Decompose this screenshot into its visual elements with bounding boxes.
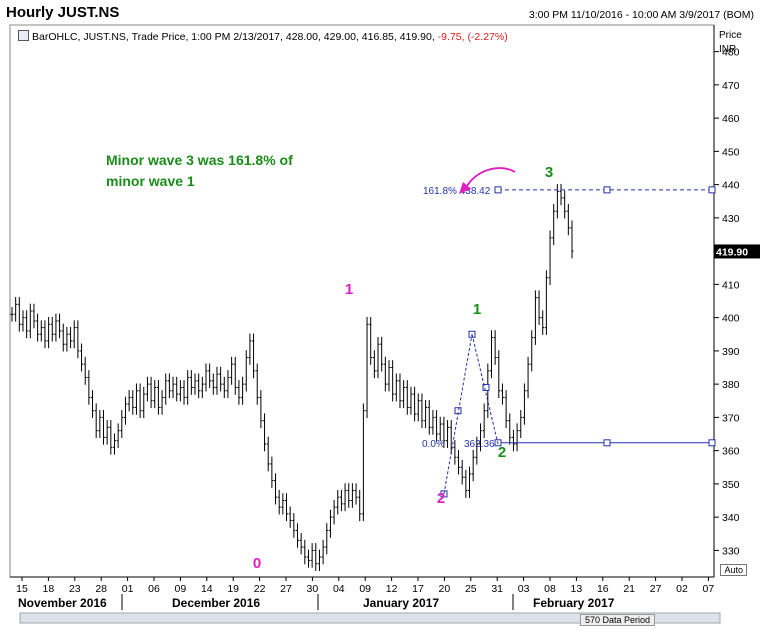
price-tick-label: 390 — [722, 346, 740, 358]
chart-title: Hourly JUST.NS — [6, 4, 120, 21]
price-axis: 480 470 460 450 440 430 410 400 390 380 370 360 350 3… — [714, 30, 760, 557]
month-label-jan: January 2017 — [363, 596, 440, 610]
data-period-label: 570 Data Period — [580, 614, 656, 626]
fib-handle — [708, 186, 716, 194]
price-tick-label: 330 — [722, 545, 740, 557]
status-text: BarOHLC, JUST.NS, Trade Price, 1:00 PM 2… — [32, 31, 435, 43]
annotation-line-2: minor wave 1 — [106, 173, 195, 189]
price-tick-label: 360 — [722, 446, 740, 458]
fib-leg-2 — [471, 334, 499, 445]
price-tick-label: 470 — [722, 80, 740, 92]
annotation-text: Minor wave 3 was 161.8% of minor wave 1 — [106, 150, 293, 192]
time-tick-label: 28 — [95, 583, 107, 595]
time-tick-label: 17 — [412, 583, 424, 595]
time-tick-label: 09 — [359, 583, 371, 595]
fib-handle — [494, 186, 502, 194]
month-label-feb: February 2017 — [533, 596, 615, 610]
price-axis-title: Price — [719, 30, 742, 41]
fib-handle — [482, 383, 490, 391]
time-tick-label: 22 — [254, 583, 266, 595]
time-tick-label: 21 — [623, 583, 635, 595]
fib-handle — [708, 439, 716, 447]
time-tick-label: 14 — [201, 583, 213, 595]
wave-labels: 0 1 2 1 2 3 — [253, 164, 553, 572]
fib-upper-label: 161.8% 438.42 — [423, 186, 491, 197]
price-axis-unit: INR — [719, 44, 736, 55]
status-bar: BarOHLC, JUST.NS, Trade Price, 1:00 PM 2… — [18, 30, 508, 43]
time-tick-label: 30 — [307, 583, 319, 595]
scrollbar — [19, 612, 721, 624]
price-tick-label: 380 — [722, 379, 740, 391]
price-tick-label: 430 — [722, 213, 740, 225]
time-tick-label: 18 — [43, 583, 55, 595]
price-tick-label: 440 — [722, 180, 740, 192]
wave-label-1-primary: 1 — [345, 281, 353, 298]
chart-frame — [9, 24, 715, 578]
wave-label-1-minor: 1 — [473, 301, 481, 318]
date-range: 3:00 PM 11/10/2016 - 10:00 AM 3/9/2017 (… — [528, 9, 754, 21]
time-tick-label: 04 — [333, 583, 345, 595]
price-tick-label: 410 — [722, 279, 740, 291]
price-tick-label: 370 — [722, 412, 740, 424]
time-tick-label: 12 — [386, 583, 398, 595]
month-label-nov: November 2016 — [18, 596, 107, 610]
price-tick-label: 460 — [722, 113, 740, 125]
auto-scale-button[interactable]: Auto — [720, 564, 747, 576]
price-tick-label: 350 — [722, 479, 740, 491]
time-tick-label: 19 — [227, 583, 239, 595]
wave-label-2-primary: 2 — [437, 490, 445, 507]
ohlc-bars — [10, 183, 574, 572]
price-tick-label: 340 — [722, 512, 740, 524]
time-tick-label: 01 — [122, 583, 134, 595]
time-tick-label: 03 — [518, 583, 530, 595]
month-label-dec: December 2016 — [172, 596, 261, 610]
wave-label-0: 0 — [253, 555, 261, 572]
time-tick-label: 06 — [148, 583, 160, 595]
time-axis: 15 18 23 28 01 06 09 14 19 22 27 30 04 09 12 17 20 25 31 03… — [10, 576, 721, 624]
annotation-line-1: Minor wave 3 was 161.8% of — [106, 152, 293, 168]
time-tick-label: 31 — [491, 583, 503, 595]
status-change: -9.75, (-2.27%) — [437, 31, 508, 43]
wave-label-3-minor: 3 — [545, 164, 553, 181]
time-tick-label: 07 — [703, 583, 715, 595]
time-tick-label: 02 — [676, 583, 688, 595]
arrow-head-icon — [459, 182, 471, 194]
price-tick-label: 480 — [722, 47, 740, 59]
time-tick-label: 20 — [439, 583, 451, 595]
time-tick-label: 27 — [650, 583, 662, 595]
time-tick-label: 09 — [175, 583, 187, 595]
fib-handle — [603, 439, 611, 447]
time-tick-label: 23 — [69, 583, 81, 595]
arrow-icon — [465, 167, 516, 189]
fib-leg-1 — [443, 334, 473, 494]
time-tick-label: 13 — [571, 583, 583, 595]
time-tick-label: 16 — [597, 583, 609, 595]
time-tick-label: 08 — [544, 583, 556, 595]
time-tick-label: 25 — [465, 583, 477, 595]
fib-handle — [603, 186, 611, 194]
fib-extension: 161.8% 438.42 0.0% 362.36 — [422, 186, 716, 498]
price-tick-label: 400 — [722, 313, 740, 325]
time-tick-label: 15 — [16, 583, 28, 595]
price-tick-label: 450 — [722, 146, 740, 158]
wave-label-2-minor: 2 — [498, 444, 506, 461]
fib-lower-pct: 0.0% — [422, 439, 445, 450]
current-price-label: 419.90 — [716, 246, 748, 258]
fib-lower-value: 362.36 — [464, 439, 495, 450]
time-tick-label: 27 — [280, 583, 292, 595]
current-price-box — [714, 244, 760, 259]
chart-type-icon — [18, 30, 29, 41]
